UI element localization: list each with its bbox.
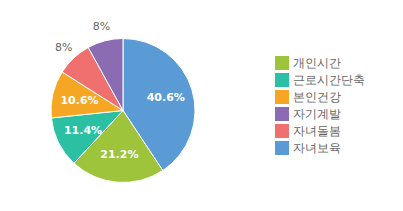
html-text:자녀돌봄: 자녀돌봄 bbox=[293, 123, 341, 138]
html-text:근로시간단축: 근로시간단축 bbox=[293, 72, 365, 87]
html-text:본인건강: 본인건강 bbox=[293, 89, 341, 104]
svg-text:10.6%: 10.6% bbox=[60, 94, 98, 107]
svg-text:40.6%: 40.6% bbox=[147, 91, 185, 104]
svg-text:8%: 8% bbox=[93, 20, 110, 33]
svg-text:11.4%: 11.4% bbox=[64, 124, 102, 137]
html-text:개인시간: 개인시간 bbox=[293, 55, 341, 70]
svg-text:8%: 8% bbox=[55, 41, 72, 54]
svg-text:21.2%: 21.2% bbox=[100, 148, 138, 161]
html-text:자녀보육: 자녀보육 bbox=[293, 140, 341, 155]
html-text:자기계발: 자기계발 bbox=[293, 106, 341, 121]
